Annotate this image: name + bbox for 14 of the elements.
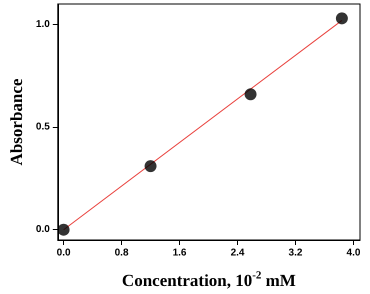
x-tick-label: 1.6 [172,248,187,258]
point [58,224,70,236]
point [144,160,157,172]
point [336,12,348,24]
x-tick-label: 3.2 [288,248,303,258]
x-tick-label: 2.4 [230,248,245,258]
point [244,88,257,100]
x-tick-label: 0.0 [56,248,71,258]
y-axis-title: Absorbance [7,78,26,166]
y-tick-label: 1.0 [36,19,50,30]
x-tick-label: 4.0 [346,248,361,258]
x-tick-label: 0.8 [114,248,129,258]
y-tick-label: 0.0 [36,224,50,236]
y-tick-label: 0.5 [36,122,50,133]
